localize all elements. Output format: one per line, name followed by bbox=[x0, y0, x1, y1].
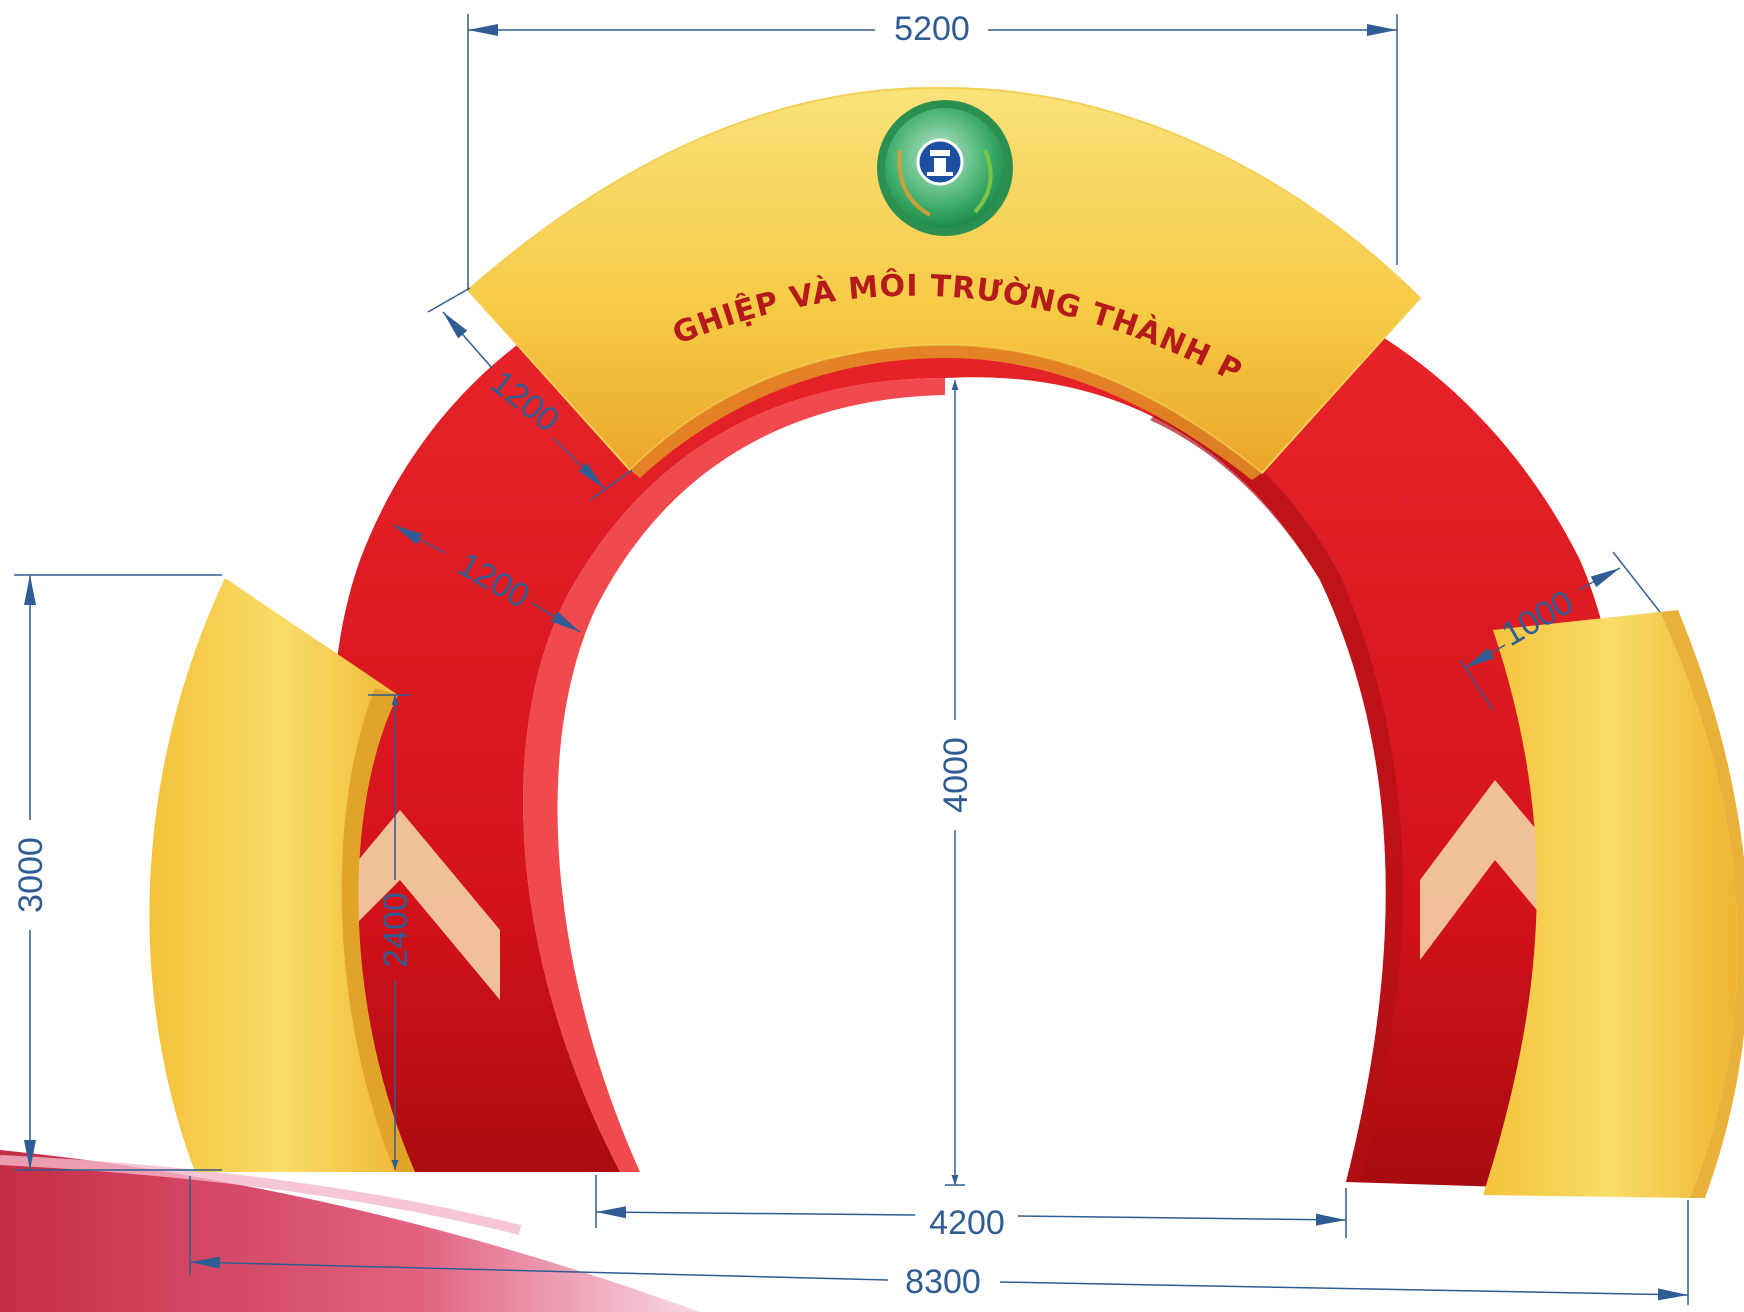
dim-side-panel-line-b bbox=[1577, 567, 1621, 591]
left-side-panel bbox=[149, 578, 415, 1172]
right-side-panel bbox=[1483, 612, 1738, 1198]
dim-overall-width-label: 8300 bbox=[905, 1263, 981, 1301]
right-chevron-decoration bbox=[1420, 780, 1545, 960]
left-side-panel-edge bbox=[341, 688, 415, 1172]
dim-opening-width-line-right bbox=[1017, 1213, 1347, 1226]
hanoi-emblem-icon bbox=[877, 100, 1013, 236]
dim-overall-width-line-right bbox=[999, 1281, 1689, 1301]
dim-overall-width-line-left bbox=[189, 1256, 889, 1281]
dim-banner-thickness-ext-top bbox=[427, 287, 471, 313]
left-chevron-decoration bbox=[350, 810, 500, 1000]
dim-top-width-label: 5200 bbox=[894, 10, 970, 48]
dim-side-panel-ext-top bbox=[1612, 551, 1661, 613]
red-arch-ring bbox=[331, 255, 1628, 1190]
dim-banner-thickness-line-b bbox=[552, 437, 605, 489]
dim-opening-width-line-left bbox=[595, 1206, 916, 1219]
dim-banner-thickness-line-a bbox=[442, 311, 493, 369]
dim-side-height-label: 3000 bbox=[12, 837, 50, 913]
dim-side-panel-line-a bbox=[1464, 644, 1506, 669]
dim-arch-thickness-line-a bbox=[392, 524, 446, 554]
ground-ribbon-highlight bbox=[0, 1155, 522, 1235]
dim-opening-height-label: 4000 bbox=[937, 737, 975, 813]
arch-inner-shading-right bbox=[1150, 400, 1403, 1182]
right-side-panel-edge bbox=[1660, 610, 1744, 1198]
top-banner-lower-edge bbox=[630, 345, 1262, 480]
ground-ribbon-decoration bbox=[0, 1150, 700, 1312]
dim-arch-thickness-line-b bbox=[531, 602, 581, 633]
dim-opening-width-label: 4200 bbox=[929, 1204, 1005, 1242]
dim-inner-side-height-label: 2400 bbox=[377, 892, 415, 968]
dim-banner-thickness-ext-bottom bbox=[589, 469, 633, 501]
